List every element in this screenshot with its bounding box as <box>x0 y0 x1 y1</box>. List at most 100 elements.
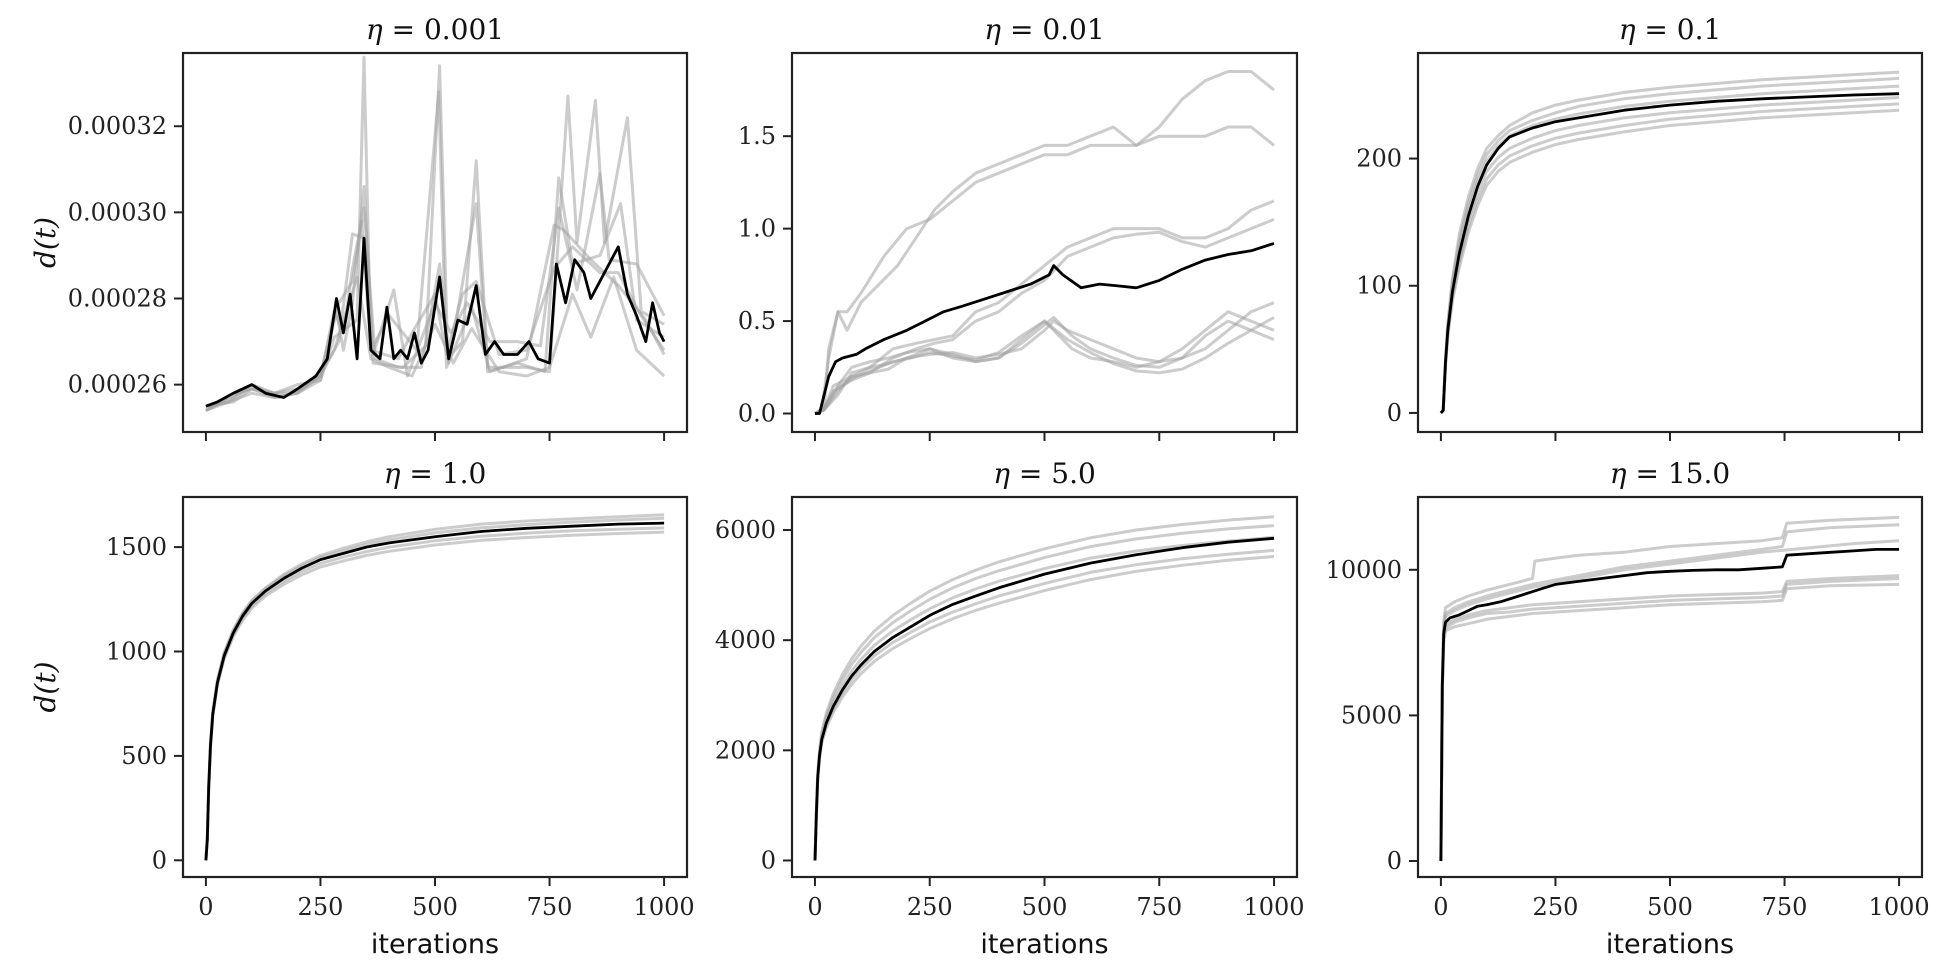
y-axis-label: d(t) <box>29 661 62 712</box>
subplot-title: η = 15.0 <box>1610 457 1730 490</box>
title-value: 0.01 <box>1042 13 1104 46</box>
x-tick-label: 750 <box>527 893 573 921</box>
run-line-5 <box>814 301 1275 415</box>
axes-frame <box>1416 51 1924 434</box>
title-equals: = <box>383 13 424 46</box>
y-tick-label: 5000 <box>1341 701 1402 729</box>
run-line-1 <box>1439 70 1900 414</box>
title-value: 0.001 <box>424 13 504 46</box>
title-equals: = <box>1627 457 1668 490</box>
run-line-2 <box>814 125 1275 415</box>
run-line-6 <box>1439 577 1900 862</box>
subplot-title: η = 0.001 <box>366 13 504 46</box>
y-tick-label: 0 <box>152 846 167 874</box>
mean-line <box>1439 92 1900 414</box>
subplot-4: 0 250 500 750 1000 0 500 1000 1500 η = 1.0 d(t) ite… <box>29 457 695 960</box>
y-tick-label: 2000 <box>715 736 776 764</box>
x-axis-label: iterations <box>371 929 499 960</box>
title-symbol: η <box>1619 13 1636 46</box>
y-tick-label: 1000 <box>106 638 167 666</box>
run-line-1 <box>204 513 665 861</box>
subplot-title: η = 0.01 <box>984 13 1104 46</box>
y-tick-label: 200 <box>1356 145 1402 173</box>
run-line-2 <box>1439 76 1900 414</box>
x-tick-label: 250 <box>907 893 953 921</box>
title-symbol: η <box>993 457 1010 490</box>
run-line-7 <box>814 315 1275 415</box>
mean-line <box>813 536 1275 861</box>
x-tick-label: 500 <box>412 893 458 921</box>
y-tick-label: 0.0 <box>738 400 776 428</box>
title-symbol: η <box>366 13 383 46</box>
subplot-title: η = 1.0 <box>384 457 487 490</box>
subplot-5: 0 250 500 750 1000 0 2000 4000 6000 η = 5.0 iterat… <box>715 457 1305 960</box>
x-tick-label: 1000 <box>634 893 695 921</box>
x-tick-label: 250 <box>1533 893 1579 921</box>
y-tick-label: 6000 <box>715 516 776 544</box>
run-line-4 <box>1439 574 1900 862</box>
y-tick-label: 0 <box>761 846 776 874</box>
y-tick-label: 0.5 <box>738 307 776 335</box>
title-symbol: η <box>384 457 401 490</box>
title-value: 1.0 <box>442 457 487 490</box>
y-tick-label: 500 <box>121 742 167 770</box>
y-tick-label: 1500 <box>106 533 167 561</box>
run-line-1 <box>814 70 1275 415</box>
mean-line <box>204 521 665 861</box>
title-equals: = <box>1001 13 1042 46</box>
title-value: 5.0 <box>1051 457 1096 490</box>
axes-frame <box>1416 495 1924 879</box>
run-line-5 <box>813 555 1275 861</box>
subplot-2: 0.0 0.5 1.0 1.5 η = 0.01 <box>738 13 1299 441</box>
title-equals: = <box>1010 457 1051 490</box>
x-tick-label: 0 <box>807 893 822 921</box>
x-tick-label: 0 <box>198 893 213 921</box>
y-tick-label: 4000 <box>715 626 776 654</box>
mean-line <box>1439 548 1900 862</box>
run-line-4 <box>1439 96 1900 414</box>
y-tick-label: 1.0 <box>738 215 776 243</box>
run-line-3 <box>1439 84 1900 414</box>
x-tick-label: 0 <box>1433 893 1448 921</box>
x-tick-label: 250 <box>298 893 344 921</box>
title-value: 15.0 <box>1668 457 1730 490</box>
y-tick-label: 0.00032 <box>68 112 167 140</box>
y-axis-label: d(t) <box>29 217 62 268</box>
title-value: 0.1 <box>1677 13 1722 46</box>
x-tick-label: 1000 <box>1869 893 1930 921</box>
x-tick-label: 750 <box>1762 893 1808 921</box>
subplot-title: η = 5.0 <box>993 457 1096 490</box>
subplot-3: 0 100 200 η = 0.1 <box>1356 13 1924 441</box>
mean-line <box>815 242 1275 415</box>
y-tick-label: 1.5 <box>738 122 776 150</box>
x-tick-label: 1000 <box>1244 893 1305 921</box>
series-group <box>1439 70 1900 414</box>
run-line-3 <box>204 526 665 861</box>
series-group <box>813 515 1275 861</box>
x-axis-label: iterations <box>1606 929 1734 960</box>
run-line-1 <box>205 219 666 412</box>
run-line-2 <box>1439 523 1900 862</box>
y-tick-label: 0 <box>1387 399 1402 427</box>
run-line-2 <box>813 524 1275 861</box>
run-line-1 <box>1439 515 1900 862</box>
subplot-1: 0.00026 0.00028 0.00030 0.00032 η = 0.001 d(t… <box>29 13 689 441</box>
series-group <box>205 55 666 412</box>
run-line-4 <box>814 218 1275 415</box>
y-tick-label: 0.00026 <box>68 371 167 399</box>
y-tick-label: 0.00030 <box>68 198 167 226</box>
x-tick-label: 750 <box>1136 893 1182 921</box>
series-group <box>814 70 1275 415</box>
y-tick-label: 100 <box>1356 272 1402 300</box>
run-line-4 <box>813 548 1275 861</box>
run-line-2 <box>204 516 665 861</box>
series-group <box>1439 515 1900 862</box>
series-group <box>204 513 665 861</box>
axes-frame <box>181 495 689 879</box>
subplot-title: η = 0.1 <box>1619 13 1722 46</box>
title-equals: = <box>1635 13 1676 46</box>
title-equals: = <box>400 457 441 490</box>
y-tick-label: 0 <box>1387 847 1402 875</box>
run-line-8 <box>814 316 1275 415</box>
